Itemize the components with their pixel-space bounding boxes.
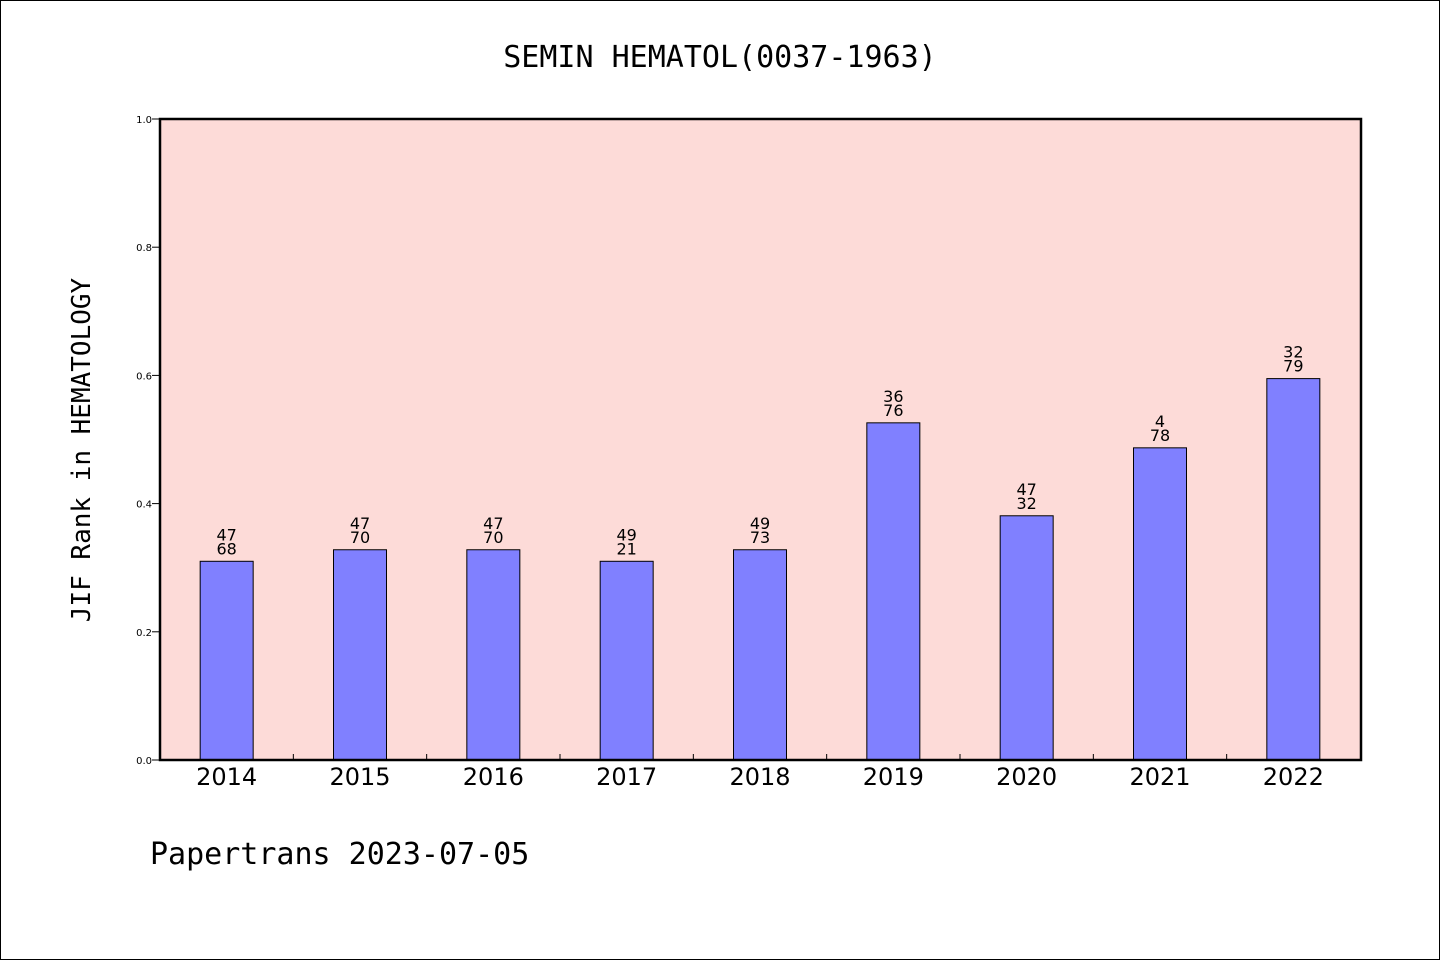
x-tick-label: 2020 xyxy=(996,763,1057,791)
y-axis: 0.0 0.2 0.4 0.6 0.8 1.0 xyxy=(136,115,160,767)
bar-2014 xyxy=(199,560,254,761)
data-label-top: 49 xyxy=(750,514,770,533)
data-label-top: 47 xyxy=(483,514,503,533)
data-label-top: 36 xyxy=(883,387,903,406)
data-label-bottom: 21 xyxy=(616,539,636,558)
bar-2017 xyxy=(599,560,654,761)
x-axis: 2014 2015 2016 2017 2018 2019 2020 2021 2022 xyxy=(196,754,1324,791)
x-tick-label: 2018 xyxy=(729,763,790,791)
data-label-bottom: 78 xyxy=(1150,426,1170,445)
y-tick-label: 1.0 xyxy=(136,115,152,126)
bar-2016 xyxy=(466,549,521,761)
data-label-top: 4 xyxy=(1155,412,1165,431)
x-tick-label: 2021 xyxy=(1129,763,1190,791)
x-tick-label: 2015 xyxy=(329,763,390,791)
y-tick-label: 0.8 xyxy=(136,243,152,254)
y-axis-label: JIF Rank in HEMATOLOGY xyxy=(67,277,97,622)
bar-2018 xyxy=(733,549,787,761)
x-tick-label: 2014 xyxy=(196,763,257,791)
data-label-bottom: 76 xyxy=(883,401,903,420)
data-label-top: 47 xyxy=(1016,480,1036,499)
y-tick-label: 0.2 xyxy=(136,628,152,639)
plot-border xyxy=(158,117,1363,762)
footer-text: Papertrans 2023-07-05 xyxy=(150,837,529,872)
x-tick-label: 2019 xyxy=(863,763,924,791)
bar-2019 xyxy=(866,422,921,761)
data-label-top: 49 xyxy=(616,525,636,544)
data-label-bottom: 32 xyxy=(1016,494,1036,513)
data-label-bottom: 79 xyxy=(1283,357,1303,376)
x-tick-label: 2016 xyxy=(463,763,524,791)
y-tick-label: 0.4 xyxy=(136,500,152,511)
data-label-top: 32 xyxy=(1283,343,1303,362)
data-label-top: 47 xyxy=(350,514,370,533)
data-label-bottom: 70 xyxy=(483,528,503,547)
y-tick-label: 0.0 xyxy=(136,756,152,767)
data-label-top: 47 xyxy=(216,525,236,544)
x-tick-label: 2022 xyxy=(1263,763,1324,791)
data-label-bottom: 68 xyxy=(216,539,236,558)
y-tick-label: 0.6 xyxy=(136,371,152,382)
chart-title: SEMIN HEMATOL(0037-1963) xyxy=(503,40,936,75)
bar-2015 xyxy=(333,549,387,761)
data-label-bottom: 70 xyxy=(350,528,370,547)
bar-2020 xyxy=(999,515,1054,761)
bar-2022 xyxy=(1266,378,1321,761)
x-tick-label: 2017 xyxy=(596,763,657,791)
data-label-bottom: 73 xyxy=(750,528,770,547)
bar-2021 xyxy=(1133,447,1187,761)
